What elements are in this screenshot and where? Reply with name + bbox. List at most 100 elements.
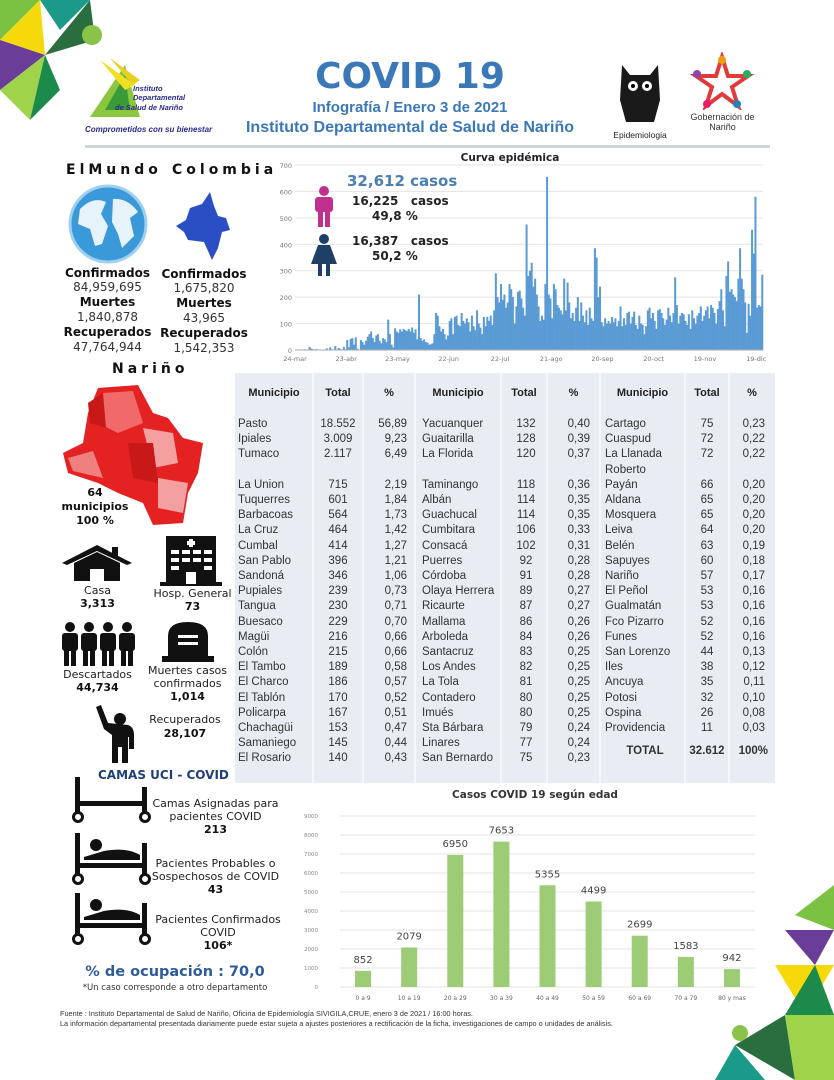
municipio-total: 230 — [328, 600, 348, 613]
municipio-name: Barbacoas — [238, 509, 293, 522]
epi-bar — [593, 248, 596, 350]
municipio-name: Consacá — [422, 539, 468, 552]
municipio-total: 564 — [328, 509, 348, 522]
x-tick-label: 19-nov — [694, 355, 717, 363]
epi-bar — [539, 320, 542, 350]
municipio-name: Arboleda — [422, 630, 469, 643]
municipio-total: 82 — [519, 661, 533, 674]
world-muertes-label: Muertes — [79, 295, 136, 309]
epidemiologia-label: Epidemiologia — [613, 130, 667, 140]
narino-map — [63, 385, 203, 525]
municipio-pct: 0,39 — [567, 433, 590, 446]
municipio-pct: 0,26 — [567, 615, 590, 628]
municipio-pct: 0,12 — [742, 661, 765, 674]
epi-bar — [638, 315, 641, 350]
muertes-label-2: confirmados — [153, 677, 222, 690]
epi-bar — [742, 289, 745, 350]
municipio-name: Iles — [605, 661, 623, 674]
epi-bar — [563, 278, 566, 350]
municipio-name: Potosi — [605, 691, 637, 704]
house-icon — [62, 545, 132, 581]
epi-bar — [552, 283, 555, 350]
epi-bar — [479, 327, 482, 350]
epi-bar — [469, 331, 472, 350]
column-separator — [414, 373, 416, 783]
epi-bar — [525, 224, 528, 350]
age-bar — [677, 956, 694, 987]
municipio-total: 106 — [516, 524, 536, 537]
municipio-name: Yacuanquer — [422, 418, 484, 430]
municipio-name: Tangua — [238, 600, 276, 613]
municipio-pct: 0,13 — [742, 646, 765, 658]
epi-bar — [447, 335, 450, 350]
epi-bar — [653, 320, 656, 350]
municipio-total: 87 — [519, 600, 533, 613]
municipio-total: 38 — [700, 661, 714, 674]
epi-bar — [708, 318, 711, 350]
epi-bar — [532, 286, 535, 350]
epi-bar — [409, 331, 412, 350]
x-tick-label: 22-jul — [491, 355, 510, 363]
municipio-name: Cumbitara — [422, 524, 476, 537]
epi-bar — [407, 328, 410, 350]
municipio-pct: 9,23 — [384, 433, 407, 446]
municipio-name: Ancuya — [605, 676, 644, 689]
epi-bar — [462, 320, 465, 350]
municipio-name: Buesaco — [238, 615, 283, 628]
descartados-label: Descartados — [63, 668, 132, 681]
epi-bar — [735, 301, 738, 350]
hosp-label: Hosp. General — [153, 587, 232, 600]
y-tick-label: 8000 — [304, 833, 318, 839]
municipio-name: Olaya Herrera — [422, 585, 495, 598]
epi-bar — [655, 328, 658, 350]
epi-bar — [361, 342, 364, 350]
municipio-pct: 0,52 — [384, 691, 407, 704]
municipio-pct: 0,03 — [742, 722, 765, 734]
epi-bar — [414, 329, 417, 350]
epi-bar — [505, 307, 508, 350]
column-separator — [312, 373, 314, 783]
y-tick-label: 400 — [280, 241, 292, 249]
x-tick-label: 10 a 19 — [398, 995, 421, 1002]
municipio-name: La Llanada — [605, 448, 662, 461]
municipio-pct: 0,44 — [384, 737, 407, 750]
municipio-pct: 1,84 — [384, 494, 407, 506]
municipio-name: Guachucal — [422, 509, 477, 522]
municipio-pct: 0,66 — [384, 630, 407, 643]
epi-bar — [669, 315, 672, 350]
epi-bar — [435, 313, 438, 350]
y-tick-label: 300 — [280, 268, 292, 276]
age-bar — [631, 935, 648, 987]
municipio-total: 26 — [700, 706, 714, 719]
patient-bed-icon — [72, 833, 151, 885]
epi-bar — [453, 316, 456, 350]
epi-bar — [677, 323, 680, 350]
municipio-total: 118 — [516, 478, 536, 491]
epi-bar — [711, 307, 714, 350]
municipio-name: Taminango — [422, 478, 479, 491]
owl-icon — [620, 65, 660, 122]
epi-bar — [431, 343, 434, 350]
epi-bar — [614, 318, 617, 350]
chart-title: Casos COVID 19 según edad — [452, 789, 618, 801]
municipio-pct: 0,18 — [742, 554, 765, 567]
column-separator — [728, 373, 730, 783]
epi-bar — [650, 318, 653, 350]
epi-bar — [529, 270, 532, 350]
epi-bar — [482, 316, 485, 350]
epi-bar — [443, 334, 446, 350]
municipio-pct: 0,16 — [742, 585, 765, 598]
probables-value: 43 — [207, 883, 224, 896]
x-tick-label: 23-may — [385, 355, 410, 363]
recuperados-label: Recuperados — [149, 713, 221, 726]
epi-bar — [633, 311, 636, 350]
epi-bar — [571, 313, 574, 350]
table-header: % — [384, 387, 394, 399]
epi-bar — [663, 324, 666, 350]
epi-bar — [387, 319, 390, 350]
epi-bar — [590, 318, 593, 350]
municipio-pct: 0,11 — [743, 676, 765, 689]
municipio-pct: 0,10 — [742, 691, 765, 704]
world-recuperados-label: Recuperados — [63, 325, 152, 339]
municipio-name: La Union — [238, 478, 285, 491]
